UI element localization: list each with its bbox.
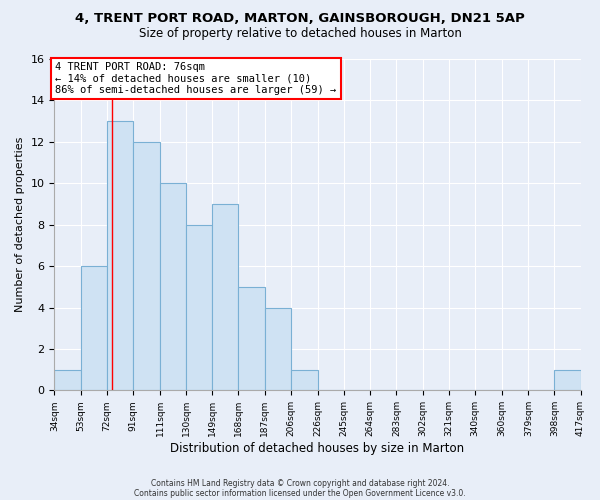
Bar [265, 308, 290, 390]
Bar [554, 370, 581, 390]
Bar [212, 204, 238, 390]
Text: Size of property relative to detached houses in Marton: Size of property relative to detached ho… [139, 28, 461, 40]
Bar [107, 121, 133, 390]
Text: Contains HM Land Registry data © Crown copyright and database right 2024.: Contains HM Land Registry data © Crown c… [151, 478, 449, 488]
Text: Contains public sector information licensed under the Open Government Licence v3: Contains public sector information licen… [134, 488, 466, 498]
Bar [186, 224, 212, 390]
Bar [238, 287, 265, 391]
Bar [160, 184, 186, 390]
Bar [133, 142, 160, 390]
Text: 4 TRENT PORT ROAD: 76sqm
← 14% of detached houses are smaller (10)
86% of semi-d: 4 TRENT PORT ROAD: 76sqm ← 14% of detach… [55, 62, 337, 96]
Bar [55, 370, 80, 390]
Bar [290, 370, 318, 390]
Bar [80, 266, 107, 390]
X-axis label: Distribution of detached houses by size in Marton: Distribution of detached houses by size … [170, 442, 464, 455]
Y-axis label: Number of detached properties: Number of detached properties [15, 137, 25, 312]
Text: 4, TRENT PORT ROAD, MARTON, GAINSBOROUGH, DN21 5AP: 4, TRENT PORT ROAD, MARTON, GAINSBOROUGH… [75, 12, 525, 26]
